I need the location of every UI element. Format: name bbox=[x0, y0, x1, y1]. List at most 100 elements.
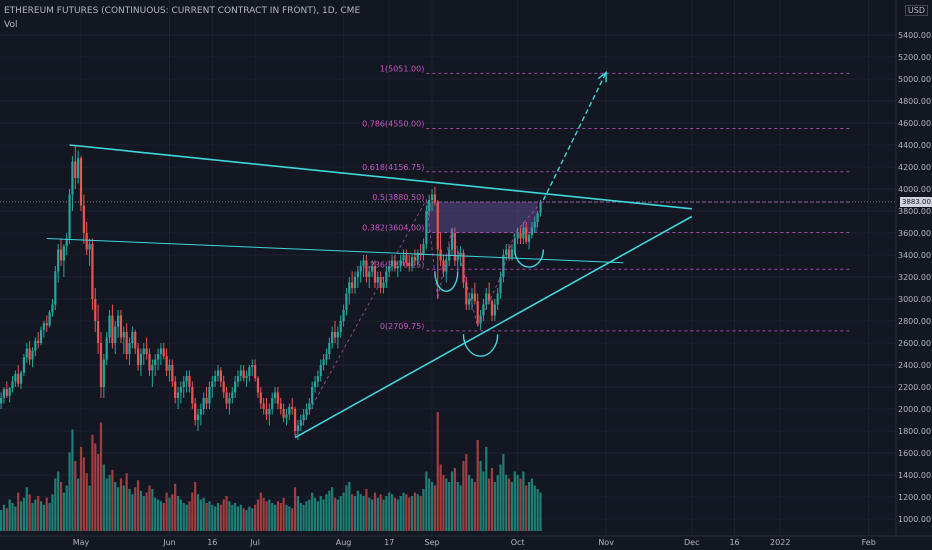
volume-bar bbox=[510, 482, 514, 531]
candle-body bbox=[214, 376, 217, 382]
volume-bar bbox=[236, 506, 240, 531]
candle-body bbox=[122, 332, 125, 338]
volume-bar bbox=[296, 496, 300, 531]
price-tick-label: 4200.00 bbox=[898, 163, 931, 172]
volume-bar bbox=[422, 489, 425, 531]
fib-level-label: 0.618(4156.75) bbox=[362, 163, 424, 172]
candle-body bbox=[253, 365, 257, 379]
volume-bar bbox=[77, 478, 80, 531]
candle-body bbox=[259, 392, 262, 404]
candle-body bbox=[339, 321, 342, 332]
volume-bar bbox=[425, 471, 428, 531]
candle-body bbox=[533, 222, 536, 228]
volume-bar bbox=[313, 497, 317, 531]
last-price-tag: 3883.00 bbox=[900, 197, 932, 207]
candle-body bbox=[17, 373, 20, 384]
volume-bar bbox=[82, 457, 85, 531]
candle-body bbox=[319, 365, 322, 376]
candle-body bbox=[388, 266, 391, 272]
volume-bar bbox=[496, 475, 499, 531]
candle-body bbox=[82, 205, 85, 233]
volume-bar bbox=[442, 475, 445, 531]
volume-bar bbox=[154, 497, 157, 531]
volume-bar bbox=[405, 494, 408, 531]
price-tick-label: 2200.00 bbox=[898, 383, 931, 392]
candle-body bbox=[205, 398, 208, 404]
volume-bar bbox=[251, 508, 254, 531]
volume-bar bbox=[74, 461, 77, 531]
volume-bar bbox=[71, 429, 74, 531]
volume-bar bbox=[473, 482, 476, 531]
trendline-neckline bbox=[46, 238, 624, 264]
candle-body bbox=[345, 293, 348, 310]
volume-bar bbox=[408, 497, 411, 531]
volume-bar bbox=[214, 506, 217, 531]
time-axis[interactable]: May Jun 16 Jul Aug 17 Sep Oct Nov Dec 16 2022 Feb bbox=[0, 535, 932, 547]
fibonacci-retracement[interactable]: 0(2709.75) 0.236(3270.25) 0.382(3604.00) 0.… bbox=[362, 64, 852, 332]
volume-bar bbox=[205, 503, 208, 531]
volume-bars bbox=[0, 412, 542, 531]
volume-bar bbox=[228, 501, 231, 531]
volume-bar bbox=[368, 497, 371, 531]
candle-body bbox=[513, 238, 516, 250]
candle-body bbox=[505, 249, 508, 255]
candle-body bbox=[328, 343, 331, 354]
candle-body bbox=[333, 332, 337, 338]
candle-body bbox=[125, 332, 128, 354]
volume-bar bbox=[191, 492, 194, 531]
volume-bar bbox=[128, 489, 131, 531]
candle-body bbox=[502, 255, 505, 277]
candle-body bbox=[302, 414, 305, 420]
volume-bar bbox=[436, 412, 439, 531]
volume-bar bbox=[479, 461, 482, 531]
candle-body bbox=[31, 350, 34, 360]
volume-bar bbox=[530, 478, 534, 531]
volume-bar bbox=[174, 483, 177, 531]
candle-body bbox=[399, 260, 402, 266]
price-tick-label: 5200.00 bbox=[898, 53, 931, 62]
volume-bar bbox=[376, 497, 379, 531]
volume-bar bbox=[5, 508, 8, 531]
candle-body bbox=[156, 354, 160, 360]
volume-bar bbox=[382, 499, 385, 531]
volume-bar bbox=[142, 496, 145, 531]
price-tick-label: 4600.00 bbox=[898, 119, 931, 128]
price-axis[interactable]: 1000.00 1200.00 1400.00 1600.00 1800.00 2000.… bbox=[895, 0, 931, 536]
candle-body bbox=[465, 282, 468, 305]
volume-bar bbox=[179, 499, 182, 531]
volume-bar bbox=[299, 503, 302, 531]
currency-selector[interactable]: USD bbox=[904, 5, 928, 16]
volume-bar bbox=[499, 464, 502, 531]
volume-bar bbox=[416, 494, 419, 531]
candle-body bbox=[436, 202, 439, 250]
price-tick-label: 1200.00 bbox=[898, 493, 931, 502]
volume-bar bbox=[462, 461, 465, 531]
volume-indicator-label[interactable]: Vol bbox=[4, 20, 18, 30]
price-tick-label: 2400.00 bbox=[898, 361, 931, 370]
volume-bar bbox=[68, 452, 71, 531]
candle-body bbox=[351, 282, 354, 288]
volume-bar bbox=[293, 487, 297, 531]
volume-bar bbox=[168, 497, 171, 531]
candle-body bbox=[530, 227, 534, 236]
candle-body bbox=[239, 370, 242, 376]
time-tick-label: Dec bbox=[684, 538, 699, 547]
volume-bar bbox=[176, 496, 180, 531]
candle-body bbox=[134, 332, 137, 349]
candle-body bbox=[490, 301, 494, 316]
time-tick-label: 17 bbox=[384, 538, 394, 547]
candle-body bbox=[25, 348, 28, 358]
symbol-title[interactable]: ETHEREUM FUTURES (CONTINUOUS: CURRENT CO… bbox=[4, 6, 361, 16]
candle-body bbox=[139, 354, 143, 365]
pattern-arc bbox=[462, 334, 499, 357]
volume-bar bbox=[505, 475, 508, 531]
candle-body bbox=[65, 238, 68, 247]
volume-bar bbox=[527, 482, 531, 531]
drawings[interactable] bbox=[0, 70, 896, 439]
volume-bar bbox=[273, 504, 277, 531]
candle-body bbox=[159, 348, 163, 354]
volume-bar bbox=[91, 434, 94, 531]
volume-bar bbox=[199, 499, 202, 531]
volume-bar bbox=[525, 485, 528, 531]
